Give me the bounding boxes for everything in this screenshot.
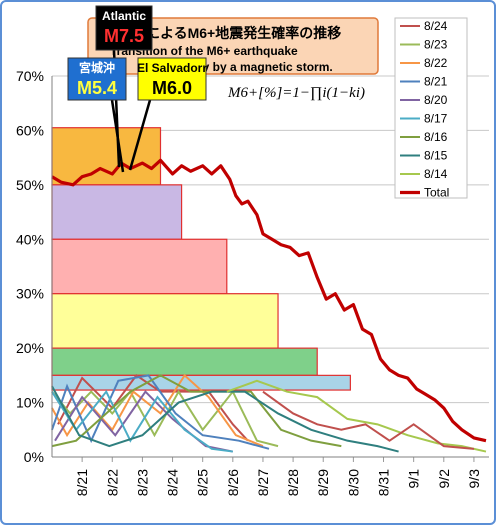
y-tick-label: 20% xyxy=(16,340,44,356)
legend xyxy=(394,17,468,199)
event-magnitude-label: M5.4 xyxy=(77,78,117,98)
chart-subtitle: Transition of the M6+ earthquake xyxy=(110,44,298,58)
event-label-box xyxy=(137,57,207,101)
legend-label: 8/24 xyxy=(424,19,448,33)
event-pointer xyxy=(128,99,152,171)
event-region-label: Atlantic xyxy=(102,9,146,23)
event-label-box xyxy=(95,5,153,51)
legend-label: 8/20 xyxy=(424,93,448,107)
probability-band xyxy=(51,347,318,376)
x-tick-label: 9/2 xyxy=(436,469,452,489)
x-tick-label: 8/28 xyxy=(285,469,301,496)
x-tick-label: 9/1 xyxy=(406,469,422,489)
component-series-line xyxy=(226,379,487,453)
legend-label: 8/23 xyxy=(424,38,448,52)
y-tick-label: 10% xyxy=(16,395,44,411)
y-tick-label: 60% xyxy=(16,122,44,138)
x-tick-label: 8/31 xyxy=(376,469,392,496)
component-series-line xyxy=(51,374,342,448)
probability-band xyxy=(51,238,228,295)
legend-label: 8/15 xyxy=(424,149,448,163)
probability-band xyxy=(51,127,162,186)
x-tick-label: 8/29 xyxy=(315,469,331,496)
legend-label: 8/22 xyxy=(424,56,448,70)
component-series-line xyxy=(262,390,475,450)
probability-band xyxy=(51,184,183,240)
total-series-line xyxy=(51,158,487,443)
y-tick-label: 70% xyxy=(16,68,44,84)
legend-label: 8/16 xyxy=(424,130,448,144)
x-tick-label: 8/30 xyxy=(345,469,361,496)
legend-label: 8/21 xyxy=(424,75,448,89)
event-region-label: 宮城沖 xyxy=(79,60,115,75)
component-series-line xyxy=(51,374,270,450)
y-tick-label: 50% xyxy=(16,177,44,193)
event-region-label: El Salvadorr xyxy=(137,61,207,75)
formula-label: M6+[%]=1−∏i(1−ki) xyxy=(227,85,365,101)
y-tick-label: 0% xyxy=(24,449,44,465)
probability-band xyxy=(51,374,351,391)
event-label-box xyxy=(67,57,127,101)
y-tick-label: 30% xyxy=(16,286,44,302)
x-tick-label: 8/24 xyxy=(165,469,181,496)
probability-band xyxy=(51,293,279,349)
event-magnitude-label: M7.5 xyxy=(104,26,144,46)
x-tick-label: 8/23 xyxy=(134,469,150,496)
x-tick-label: 8/27 xyxy=(255,469,271,496)
x-tick-label: 8/25 xyxy=(195,469,211,496)
x-tick-label: 8/21 xyxy=(74,469,90,496)
component-series-line xyxy=(51,389,233,453)
x-tick-label: 9/3 xyxy=(466,469,482,489)
legend-label: 8/14 xyxy=(424,167,448,181)
chart-title: によるM6+地震発生確率の推移 xyxy=(146,25,341,41)
y-tick-label: 40% xyxy=(16,231,44,247)
component-series-line xyxy=(54,390,234,453)
event-pointer xyxy=(110,99,125,173)
component-series-line xyxy=(51,373,264,448)
legend-label: Total xyxy=(424,186,449,200)
legend-label: 8/17 xyxy=(424,112,448,126)
x-tick-label: 8/26 xyxy=(225,469,241,496)
x-tick-label: 8/22 xyxy=(104,469,120,496)
event-magnitude-label: M6.0 xyxy=(152,78,192,98)
